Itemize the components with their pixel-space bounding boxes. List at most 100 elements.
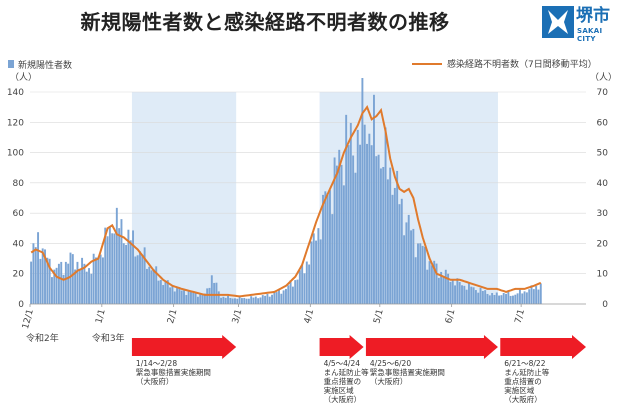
bar: [229, 297, 232, 304]
bar: [106, 236, 109, 304]
bar: [136, 255, 139, 304]
bar: [518, 289, 521, 304]
emergency-period-label: （大阪府）: [504, 394, 542, 404]
bar: [491, 292, 494, 304]
bar: [349, 122, 352, 304]
bar: [472, 287, 475, 304]
sakai-city-logo: 堺市 SAKAI CITY: [542, 6, 620, 43]
bar: [435, 263, 438, 304]
bar: [461, 285, 463, 304]
bar: [301, 264, 304, 304]
bar: [46, 257, 49, 304]
bar: [405, 222, 408, 304]
bar-series: [30, 78, 542, 305]
y-left-tick-label: 120: [7, 118, 24, 128]
y-axis-right-ticks: 0 10 20 30 40 50 60 70: [597, 88, 609, 310]
bar: [505, 293, 507, 304]
bar: [282, 290, 285, 304]
bar: [507, 291, 510, 304]
emergency-period-label: （大阪府）: [370, 376, 408, 386]
bar: [474, 290, 477, 304]
bar: [377, 154, 380, 304]
bar: [39, 258, 42, 304]
bar: [333, 157, 336, 304]
bar: [396, 170, 399, 304]
bar: [449, 281, 452, 304]
bar: [245, 298, 248, 304]
bar: [393, 187, 396, 304]
bar: [532, 289, 535, 304]
x-tick-label: 7/1: [514, 308, 527, 325]
emergency-period-label: 6/21～8/22: [504, 359, 545, 368]
bar: [234, 298, 236, 304]
bar: [463, 285, 466, 304]
bar: [44, 249, 46, 304]
x-tick-label: 6/1: [444, 308, 457, 325]
emergency-period-label: 重点措置の: [324, 376, 362, 386]
y-left-unit: （人）: [10, 72, 37, 83]
emergency-arrows: 1/14～2/28緊急事態措置実施期間（大阪府）4/5～4/24まん延防止等重点…: [131, 335, 586, 404]
bar: [363, 124, 366, 304]
grid-lines: [30, 91, 586, 275]
bar: [254, 296, 257, 304]
bar: [465, 289, 468, 304]
bar: [34, 247, 37, 304]
y-right-unit: （人）: [590, 72, 617, 83]
bar: [132, 230, 134, 304]
bar: [525, 292, 528, 304]
bar: [493, 294, 496, 304]
bar: [521, 293, 524, 304]
bar: [157, 280, 160, 304]
bar: [143, 247, 146, 304]
bar: [477, 292, 480, 304]
bar: [250, 296, 253, 304]
bar: [97, 256, 100, 304]
bar: [213, 282, 216, 304]
bar: [310, 241, 313, 304]
bar: [180, 290, 183, 304]
bar: [280, 293, 283, 304]
bar: [194, 293, 197, 304]
bar: [407, 214, 410, 304]
bar: [356, 129, 359, 304]
bar: [382, 166, 385, 304]
bar: [456, 278, 459, 304]
bar: [379, 168, 382, 304]
bar: [345, 114, 348, 304]
bar: [148, 266, 151, 304]
bar: [426, 269, 429, 304]
bar: [62, 274, 65, 304]
era-label: 令和2年: [26, 332, 59, 344]
bar: [433, 260, 436, 304]
bar: [183, 290, 185, 304]
bar: [85, 271, 88, 304]
bar: [108, 226, 111, 304]
bar: [196, 296, 199, 304]
bar: [206, 288, 209, 304]
bar: [284, 288, 287, 304]
bar: [287, 285, 290, 304]
bar: [192, 292, 195, 304]
bar: [271, 294, 273, 304]
emergency-period-label: まん延防止等: [324, 367, 369, 377]
bar: [447, 273, 450, 304]
emergency-period-label: 実施区域: [324, 385, 354, 395]
bar: [444, 269, 447, 304]
bar: [30, 261, 33, 304]
bar: [516, 293, 519, 304]
bar: [203, 293, 206, 304]
x-tick-label: 4/1: [303, 308, 316, 325]
bar: [291, 286, 294, 304]
bar: [352, 155, 355, 304]
y-axis-left-ticks: 0 20 40 60 80 100 120 140: [7, 88, 24, 310]
bar: [210, 275, 213, 304]
bar: [312, 233, 315, 304]
bar: [509, 295, 512, 304]
bar: [468, 282, 470, 304]
bar: [166, 280, 169, 304]
bar: [370, 145, 373, 304]
bar: [88, 268, 90, 304]
emergency-period-label: 緊急事態措置実施期間: [136, 367, 211, 377]
emergency-period-label: 4/5～4/24: [324, 359, 361, 368]
bar: [150, 270, 153, 304]
